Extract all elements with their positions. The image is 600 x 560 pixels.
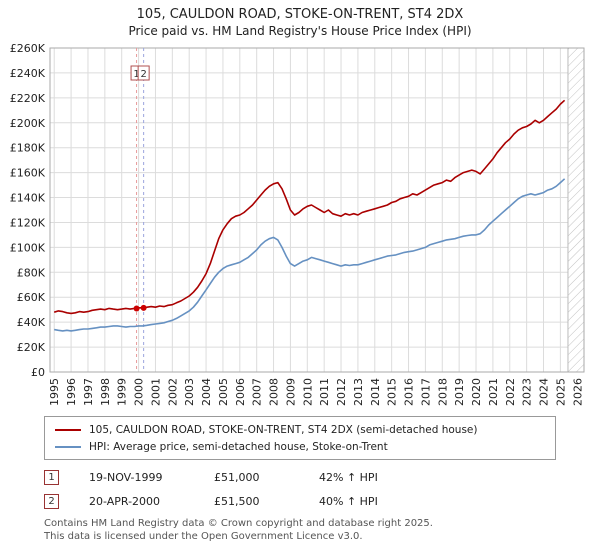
- svg-text:2023: 2023: [521, 378, 534, 406]
- svg-text:2013: 2013: [352, 378, 365, 406]
- page-subtitle: Price paid vs. HM Land Registry's House …: [128, 24, 472, 38]
- svg-text:2007: 2007: [251, 378, 264, 406]
- svg-text:2025: 2025: [554, 378, 567, 406]
- svg-text:2: 2: [140, 69, 146, 80]
- svg-text:£160K: £160K: [10, 167, 46, 180]
- svg-text:£120K: £120K: [10, 216, 46, 229]
- license-line-1: Contains HM Land Registry data © Crown c…: [44, 518, 433, 529]
- svg-text:£40K: £40K: [17, 316, 46, 329]
- svg-text:£140K: £140K: [10, 192, 46, 205]
- svg-text:£180K: £180K: [10, 142, 46, 155]
- license-note: Contains HM Land Registry data © Crown c…: [44, 518, 600, 543]
- svg-text:£0: £0: [31, 366, 45, 379]
- svg-text:2021: 2021: [487, 378, 500, 406]
- svg-text:2000: 2000: [133, 378, 146, 406]
- svg-text:£240K: £240K: [10, 67, 46, 80]
- transaction-date: 19-NOV-1999: [89, 471, 163, 484]
- transaction-hpi-change: 42% ↑ HPI: [319, 471, 378, 484]
- transaction-hpi-change: 40% ↑ HPI: [319, 495, 378, 508]
- legend-label-hpi: HPI: Average price, semi-detached house,…: [89, 440, 388, 453]
- svg-text:1996: 1996: [65, 378, 78, 406]
- svg-text:£60K: £60K: [17, 291, 46, 304]
- svg-text:£220K: £220K: [10, 92, 46, 105]
- svg-text:2022: 2022: [504, 378, 517, 406]
- svg-text:2016: 2016: [403, 378, 416, 406]
- price-history-chart: £0 £20K £40K £60K £80K £100K £120K £140K £160K £1…: [10, 42, 585, 406]
- legend-item-hpi: HPI: Average price, semi-detached house,…: [53, 438, 547, 455]
- table-row: 2 20-APR-2000 £51,500 40% ↑ HPI: [44, 494, 600, 509]
- svg-text:1998: 1998: [99, 378, 112, 406]
- legend-label-property: 105, CAULDON ROAD, STOKE-ON-TRENT, ST4 2…: [89, 423, 478, 436]
- svg-text:£100K: £100K: [10, 241, 46, 254]
- svg-text:£80K: £80K: [17, 266, 46, 279]
- svg-text:2014: 2014: [369, 378, 382, 406]
- hpi-line-swatch: [55, 445, 81, 448]
- svg-text:£20K: £20K: [17, 341, 46, 354]
- svg-text:1995: 1995: [48, 378, 61, 406]
- transaction-date: 20-APR-2000: [89, 495, 161, 508]
- transaction-number-badge: 2: [44, 494, 59, 509]
- transaction-number-badge: 1: [44, 470, 59, 485]
- svg-text:1997: 1997: [82, 378, 95, 406]
- svg-text:2005: 2005: [217, 378, 230, 406]
- svg-text:2010: 2010: [301, 378, 314, 406]
- svg-text:2008: 2008: [268, 378, 281, 406]
- svg-text:2026: 2026: [571, 378, 584, 406]
- svg-text:£200K: £200K: [10, 117, 46, 130]
- svg-text:2001: 2001: [149, 378, 162, 406]
- svg-text:2015: 2015: [386, 378, 399, 406]
- chart-legend: 105, CAULDON ROAD, STOKE-ON-TRENT, ST4 2…: [44, 416, 556, 460]
- svg-text:1999: 1999: [116, 378, 129, 406]
- page: 105, CAULDON ROAD, STOKE-ON-TRENT, ST4 2…: [0, 7, 600, 543]
- svg-text:£260K: £260K: [10, 42, 46, 55]
- svg-text:2019: 2019: [453, 378, 466, 406]
- legend-item-property: 105, CAULDON ROAD, STOKE-ON-TRENT, ST4 2…: [53, 421, 547, 438]
- transaction-price: £51,000: [214, 471, 260, 484]
- svg-text:1: 1: [133, 69, 139, 80]
- page-title: 105, CAULDON ROAD, STOKE-ON-TRENT, ST4 2…: [136, 7, 464, 22]
- svg-text:2024: 2024: [538, 378, 551, 406]
- svg-text:2003: 2003: [183, 378, 196, 406]
- svg-text:2020: 2020: [470, 378, 483, 406]
- svg-text:2017: 2017: [419, 378, 432, 406]
- svg-text:2004: 2004: [200, 378, 213, 406]
- license-line-2: This data is licensed under the Open Gov…: [44, 530, 363, 542]
- svg-text:2002: 2002: [166, 378, 179, 406]
- svg-text:2012: 2012: [335, 378, 348, 406]
- svg-text:2009: 2009: [284, 378, 297, 406]
- property-line-swatch: [55, 428, 81, 431]
- svg-text:2006: 2006: [234, 378, 247, 406]
- svg-text:2018: 2018: [436, 378, 449, 406]
- transaction-price: £51,500: [214, 495, 260, 508]
- svg-text:2011: 2011: [318, 378, 331, 406]
- transactions-table: 1 19-NOV-1999 £51,000 42% ↑ HPI 2 20-APR…: [44, 470, 600, 509]
- table-row: 1 19-NOV-1999 £51,000 42% ↑ HPI: [44, 470, 600, 485]
